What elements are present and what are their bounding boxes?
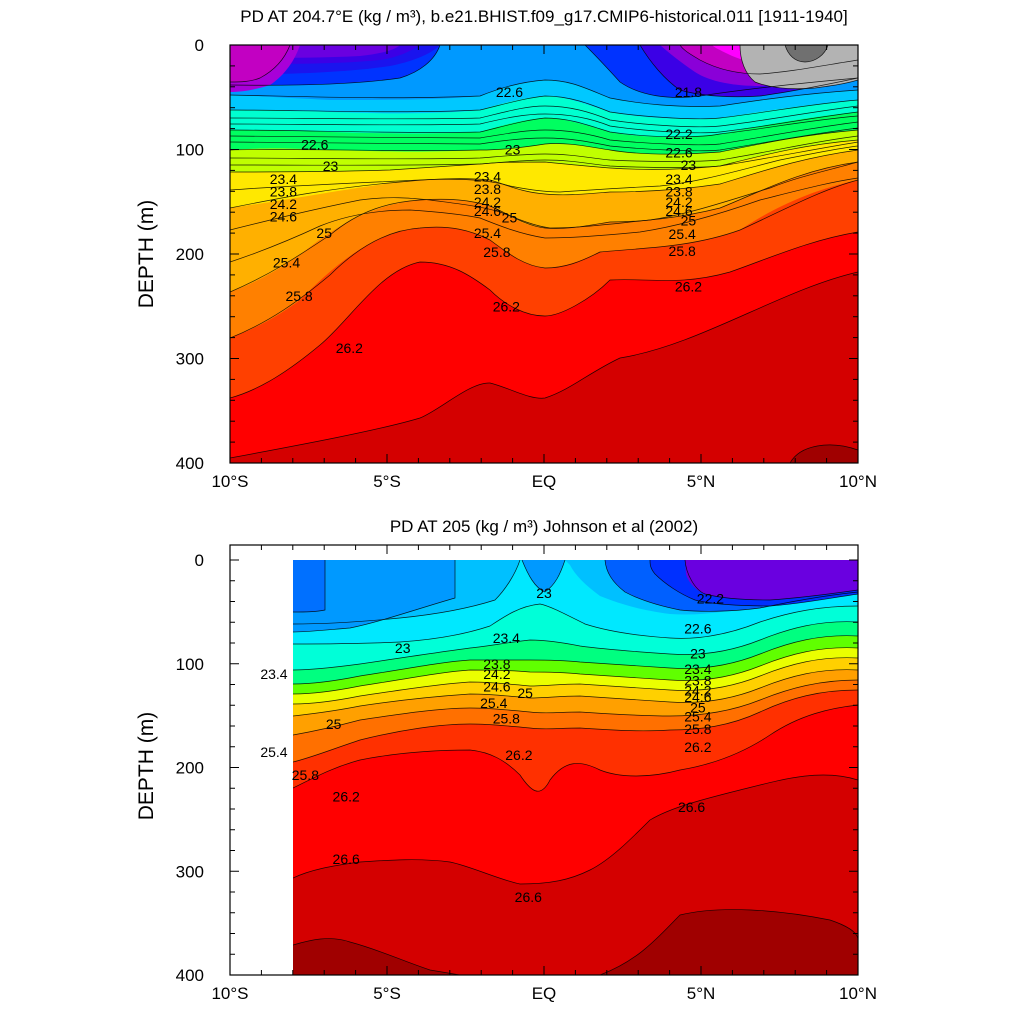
contour-label: 23.8 xyxy=(684,672,711,688)
contour-label: 24.6 xyxy=(665,203,692,219)
contour-label: 25 xyxy=(326,716,342,732)
contour-label: 25.8 xyxy=(684,721,711,737)
contour-label: 23 xyxy=(690,645,706,661)
contour-label: 25.8 xyxy=(669,243,696,259)
contour-label: 23 xyxy=(505,142,521,158)
contour-label: 26.6 xyxy=(678,799,705,815)
observed-contour-fill xyxy=(293,560,858,975)
contour-label: 22.6 xyxy=(665,145,692,161)
contour-label: 24.2 xyxy=(684,683,711,699)
contour-label: 25 xyxy=(316,225,332,241)
x-tick-label: 10°S xyxy=(211,472,248,491)
model-density-panel: PD AT 204.7°E (kg / m³), b.e21.BHIST.f09… xyxy=(135,7,877,491)
contour-label: 24.2 xyxy=(474,194,501,210)
y-tick-label: 200 xyxy=(176,245,204,264)
contour-label: 26.2 xyxy=(675,278,702,294)
contour-label: 23.4 xyxy=(474,169,501,185)
contour-label: 23.8 xyxy=(270,183,297,199)
contour-label: 24.6 xyxy=(483,679,510,695)
contour-label: 23 xyxy=(536,585,552,601)
model-contour-labels: 22.62323.423.824.224.62525.425.826.222.6… xyxy=(270,84,703,356)
x-tick-label: EQ xyxy=(532,984,557,1003)
contour-label: 22.6 xyxy=(496,84,523,100)
contour-label: 25.8 xyxy=(493,711,520,727)
y-tick-label: 200 xyxy=(176,759,204,778)
observed-axis-ticks: 10°S 5°S EQ 5°N 10°N 0 100 200 300 400 xyxy=(176,545,877,1003)
contour-label: 23.4 xyxy=(684,661,711,677)
contour-label: 23.8 xyxy=(483,656,510,672)
x-tick-label: 5°S xyxy=(373,984,401,1003)
y-tick-label: 400 xyxy=(176,966,204,985)
contour-label: 26.2 xyxy=(505,747,532,763)
contour-label: 25.4 xyxy=(480,695,507,711)
contour-label: 26.2 xyxy=(336,340,363,356)
contour-label: 26.2 xyxy=(333,789,360,805)
contour-label: 24.6 xyxy=(270,208,297,224)
contour-label: 23 xyxy=(323,158,339,174)
contour-label: 23.8 xyxy=(474,181,501,197)
y-tick-label: 400 xyxy=(176,454,204,473)
contour-label: 22.2 xyxy=(697,590,724,606)
contour-label: 26.2 xyxy=(493,298,520,314)
contour-label: 24.2 xyxy=(270,196,297,212)
contour-label: 24.6 xyxy=(684,689,711,705)
contour-label: 25.4 xyxy=(260,744,287,760)
model-y-axis-label: DEPTH (m) xyxy=(135,200,158,309)
contour-label: 25 xyxy=(502,209,518,225)
observed-density-panel: PD AT 205 (kg / m³) Johnson et al (2002) xyxy=(135,517,877,1003)
model-contour-fill xyxy=(230,45,858,463)
contour-label: 24.2 xyxy=(665,194,692,210)
observed-y-axis-label: DEPTH (m) xyxy=(135,712,158,821)
y-tick-label: 0 xyxy=(195,551,204,570)
y-tick-label: 300 xyxy=(176,350,204,369)
contour-label: 25.8 xyxy=(292,767,319,783)
contour-label: 26.6 xyxy=(515,889,542,905)
y-tick-label: 0 xyxy=(195,36,204,55)
contour-label: 26.2 xyxy=(684,739,711,755)
contour-label: 22.6 xyxy=(684,620,711,636)
contour-label: 24.2 xyxy=(483,666,510,682)
contour-label: 22.2 xyxy=(665,126,692,142)
contour-label: 23.4 xyxy=(270,171,297,187)
y-tick-label: 100 xyxy=(176,655,204,674)
contour-label: 25.4 xyxy=(669,226,696,242)
x-tick-label: 5°N xyxy=(687,472,716,491)
contour-label: 24.6 xyxy=(474,203,501,219)
x-tick-label: 5°S xyxy=(373,472,401,491)
model-axis-ticks: 10°S 5°S EQ 5°N 10°N 0 100 200 300 400 xyxy=(176,36,877,491)
contour-label: 23.8 xyxy=(665,183,692,199)
x-tick-label: 10°N xyxy=(839,984,877,1003)
model-panel-title: PD AT 204.7°E (kg / m³), b.e21.BHIST.f09… xyxy=(240,7,847,26)
contour-label: 25.4 xyxy=(474,225,501,241)
contour-label: 25.8 xyxy=(483,244,510,260)
contour-label: 23.4 xyxy=(493,630,520,646)
contour-label: 21.8 xyxy=(675,84,702,100)
y-tick-label: 100 xyxy=(176,141,204,160)
contour-label: 25.4 xyxy=(684,709,711,725)
contour-label: 23 xyxy=(395,640,411,656)
contour-label: 23.4 xyxy=(665,171,692,187)
x-tick-label: EQ xyxy=(532,472,557,491)
x-tick-label: 10°N xyxy=(839,472,877,491)
contour-label: 23.4 xyxy=(260,666,287,682)
observed-contour-labels: 23.42525.425.826.226.6232323.423.824.224… xyxy=(260,585,724,905)
contour-label: 25.8 xyxy=(285,288,312,304)
contour-label: 26.6 xyxy=(333,851,360,867)
contour-label: 22.6 xyxy=(301,136,328,152)
contour-label: 25 xyxy=(681,213,697,229)
contour-label: 25 xyxy=(690,699,706,715)
contour-label: 25 xyxy=(517,685,533,701)
contour-label: 23 xyxy=(681,157,697,173)
x-tick-label: 10°S xyxy=(211,984,248,1003)
contour-label: 25.4 xyxy=(273,254,300,270)
x-tick-label: 5°N xyxy=(687,984,716,1003)
y-tick-label: 300 xyxy=(176,862,204,881)
observed-panel-title: PD AT 205 (kg / m³) Johnson et al (2002) xyxy=(390,517,698,536)
